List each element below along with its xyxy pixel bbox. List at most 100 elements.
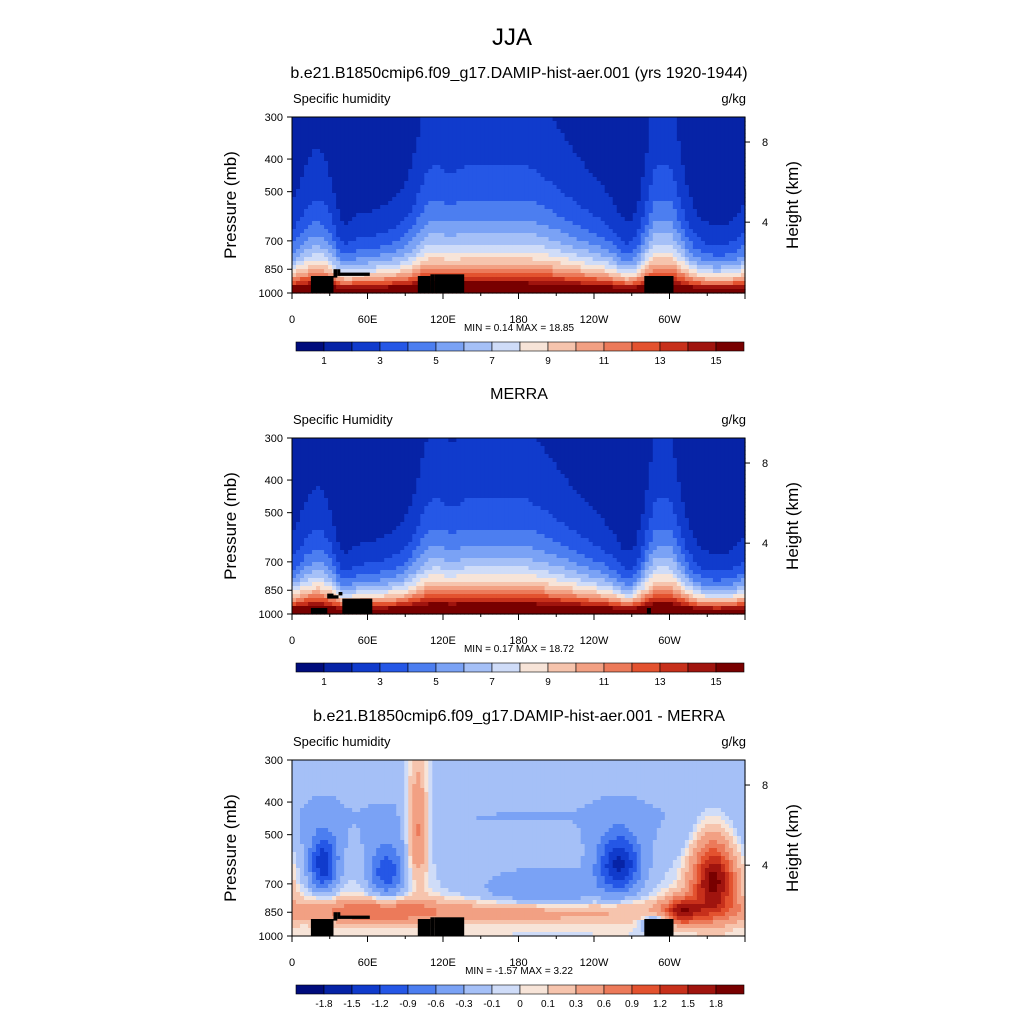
field-cell bbox=[468, 269, 473, 274]
field-cell bbox=[568, 253, 574, 258]
field-cell bbox=[576, 201, 582, 206]
field-cell bbox=[336, 217, 341, 222]
field-cell bbox=[696, 153, 702, 158]
field-cell bbox=[328, 153, 333, 158]
field-cell bbox=[740, 173, 746, 178]
field-cell bbox=[480, 269, 486, 274]
field-cell bbox=[636, 217, 642, 222]
field-cell bbox=[456, 141, 461, 146]
field-cell bbox=[476, 149, 482, 154]
field-cell bbox=[468, 161, 473, 166]
field-cell bbox=[556, 257, 562, 262]
field-cell bbox=[692, 221, 698, 226]
field-cell bbox=[732, 253, 738, 258]
field-cell bbox=[544, 209, 550, 214]
field-cell bbox=[652, 149, 658, 154]
field-cell bbox=[320, 153, 325, 158]
field-cell bbox=[548, 253, 554, 258]
field-cell bbox=[392, 285, 397, 290]
field-cell bbox=[500, 129, 506, 134]
field-cell bbox=[636, 257, 642, 262]
field-cell bbox=[536, 173, 542, 178]
field-cell bbox=[488, 137, 494, 142]
panel-1: b.e21.B1850cmip6.f09_g17.DAMIP-hist-aer.… bbox=[221, 65, 802, 367]
field-cell bbox=[652, 141, 658, 146]
field-cell bbox=[340, 141, 345, 146]
field-cell bbox=[528, 117, 534, 122]
field-cell bbox=[480, 233, 486, 238]
field-cell bbox=[436, 197, 441, 202]
field-cell bbox=[304, 257, 309, 262]
field-cell bbox=[608, 237, 614, 242]
field-cell bbox=[420, 189, 425, 194]
field-cell bbox=[456, 117, 461, 122]
field-cell bbox=[308, 213, 313, 218]
field-cell bbox=[472, 189, 478, 194]
field-cell bbox=[732, 125, 738, 130]
field-cell bbox=[360, 165, 365, 170]
field-cell bbox=[352, 197, 357, 202]
field-cell bbox=[412, 245, 417, 250]
field-cell bbox=[308, 197, 313, 202]
field-cell bbox=[480, 201, 486, 206]
field-cell bbox=[628, 185, 634, 190]
field-cell bbox=[344, 289, 349, 294]
field-cell bbox=[564, 249, 570, 254]
field-cell bbox=[316, 185, 321, 190]
field-cell bbox=[468, 141, 473, 146]
field-cell bbox=[604, 285, 610, 290]
field-cell bbox=[616, 141, 622, 146]
field-cell bbox=[360, 281, 365, 286]
field-cell bbox=[332, 161, 337, 166]
field-cell bbox=[620, 181, 626, 186]
field-cell bbox=[716, 281, 722, 286]
field-cell bbox=[644, 193, 650, 198]
field-cell bbox=[700, 181, 706, 186]
field-cell bbox=[688, 137, 694, 142]
field-cell bbox=[300, 209, 305, 214]
field-cell bbox=[396, 249, 401, 254]
field-cell bbox=[592, 137, 598, 142]
field-cell bbox=[676, 145, 682, 150]
field-cell bbox=[436, 141, 441, 146]
field-cell bbox=[348, 277, 353, 282]
field-cell bbox=[348, 117, 353, 122]
field-cell bbox=[684, 169, 690, 174]
field-cell bbox=[312, 265, 317, 270]
field-cell bbox=[304, 265, 309, 270]
field-cell bbox=[604, 165, 610, 170]
field-cell bbox=[540, 149, 546, 154]
field-cell bbox=[688, 237, 694, 242]
field-cell bbox=[300, 237, 305, 242]
field-cell bbox=[544, 145, 550, 150]
field-cell bbox=[624, 233, 630, 238]
field-cell bbox=[392, 133, 397, 138]
field-cell bbox=[332, 225, 337, 230]
field-cell bbox=[304, 205, 309, 210]
field-cell bbox=[620, 169, 626, 174]
field-cell bbox=[700, 217, 706, 222]
field-cell bbox=[704, 177, 710, 182]
field-cell bbox=[736, 233, 742, 238]
field-cell bbox=[668, 125, 674, 130]
field-cell bbox=[668, 249, 674, 254]
field-cell bbox=[712, 157, 718, 162]
field-cell bbox=[408, 125, 413, 130]
field-cell bbox=[684, 197, 690, 202]
field-cell bbox=[644, 145, 650, 150]
field-cell bbox=[604, 149, 610, 154]
field-cell bbox=[528, 281, 534, 286]
field-cell bbox=[484, 117, 490, 122]
field-cell bbox=[624, 213, 630, 218]
field-cell bbox=[308, 217, 313, 222]
field-cell bbox=[652, 201, 658, 206]
field-cell bbox=[716, 205, 722, 210]
field-cell bbox=[684, 193, 690, 198]
field-cell bbox=[448, 129, 453, 134]
field-cell bbox=[688, 273, 694, 278]
field-cell bbox=[352, 173, 357, 178]
field-cell bbox=[448, 173, 453, 178]
field-cell bbox=[712, 245, 718, 250]
field-cell bbox=[424, 121, 429, 126]
field-cell bbox=[640, 289, 646, 294]
